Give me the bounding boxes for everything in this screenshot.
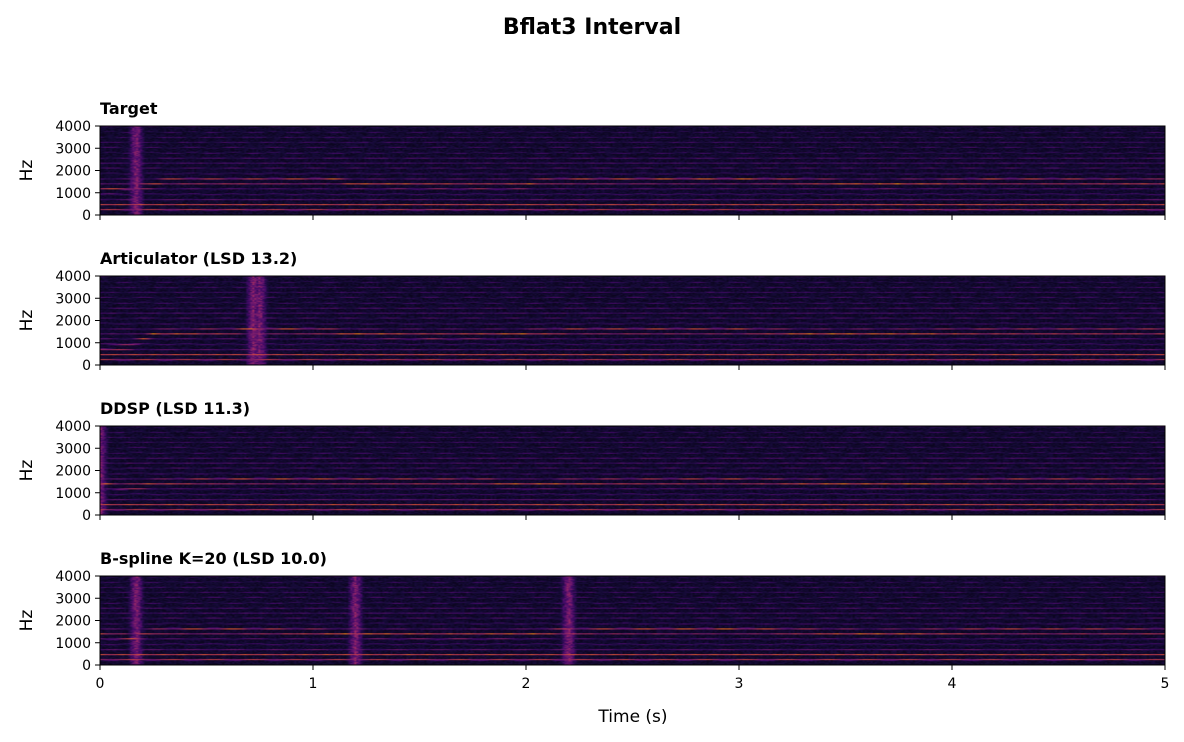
y-tick-label: 3000 (55, 141, 91, 157)
y-axis-label: Hz (17, 460, 37, 482)
y-tick-label: 3000 (55, 441, 91, 457)
y-tick-label: 4000 (55, 569, 91, 585)
panel-title: Articulator (LSD 13.2) (100, 249, 297, 268)
spectrogram-image (100, 576, 1165, 665)
y-tick-label: 1000 (55, 486, 91, 502)
y-tick-label: 3000 (55, 591, 91, 607)
y-axis-label: Hz (17, 310, 37, 332)
y-tick-label: 4000 (55, 419, 91, 435)
x-tick-label: 2 (522, 676, 531, 692)
panel-3: DDSP (LSD 11.3) 0 1000 2000 3000 4000 Hz (17, 399, 1166, 524)
x-tick-label: 5 (1161, 676, 1170, 692)
x-tick-label: 0 (96, 676, 105, 692)
y-tick-label: 0 (82, 208, 91, 224)
x-axis-label: Time (s) (597, 707, 667, 727)
y-tick-label: 2000 (55, 314, 91, 330)
figure-title: Bflat3 Interval (503, 15, 681, 40)
y-tick-label: 3000 (55, 291, 91, 307)
spectrogram-image (100, 426, 1165, 515)
panel-4: B-spline K=20 (LSD 10.0) 0 1000 2000 3000 400… (17, 549, 1169, 692)
x-tick-label: 1 (309, 676, 318, 692)
y-tick-label: 0 (82, 358, 91, 374)
x-tick-label: 3 (735, 676, 744, 692)
spectrogram-image (100, 126, 1165, 215)
y-tick-label: 0 (82, 658, 91, 674)
panel-1: Target 0 1000 2000 3000 4000 Hz (17, 99, 1166, 224)
y-tick-label: 4000 (55, 269, 91, 285)
y-tick-label: 1000 (55, 636, 91, 652)
panel-title: Target (100, 99, 158, 118)
y-axis-label: Hz (17, 160, 37, 182)
y-tick-label: 2000 (55, 464, 91, 480)
spectrogram-image (100, 276, 1165, 365)
panel-title: DDSP (LSD 11.3) (100, 399, 250, 418)
y-tick-label: 2000 (55, 614, 91, 630)
panel-title: B-spline K=20 (LSD 10.0) (100, 549, 327, 568)
y-tick-label: 2000 (55, 164, 91, 180)
x-tick-label: 4 (948, 676, 957, 692)
y-tick-label: 4000 (55, 119, 91, 135)
y-axis-label: Hz (17, 610, 37, 632)
panel-2: Articulator (LSD 13.2) 0 1000 2000 3000 4000 H… (17, 249, 1166, 374)
y-tick-label: 0 (82, 508, 91, 524)
y-tick-label: 1000 (55, 336, 91, 352)
y-tick-label: 1000 (55, 186, 91, 202)
